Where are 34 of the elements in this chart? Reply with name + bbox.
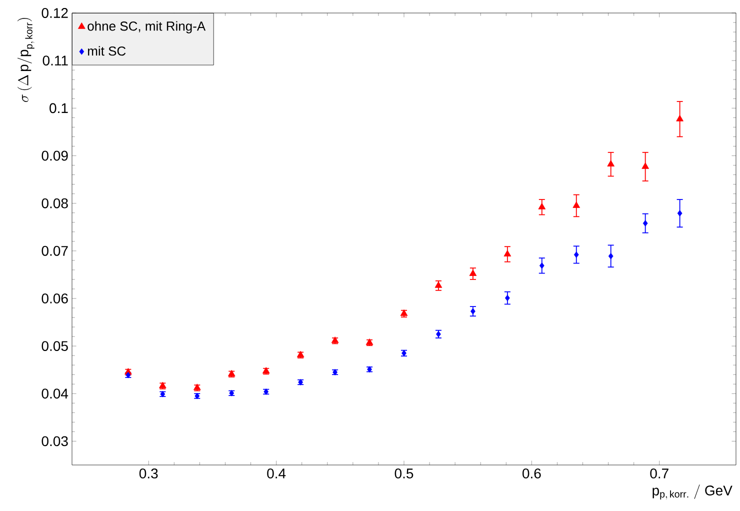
y-tick-label: 0.07: [42, 246, 68, 256]
y-axis-title: $\sigma\,(\Delta\, \mathrm{p/p}_{\mathrm{p,\,korr}})$: [17, 18, 34, 102]
y-tick-label: 0.08: [42, 198, 68, 208]
point: [677, 210, 682, 216]
y-tick-label: 0.12: [42, 8, 68, 18]
x-tick-label: 0.3: [139, 468, 158, 478]
point: [539, 262, 544, 269]
x-tick-label: 0.6: [522, 468, 541, 478]
legend-label: mit SC: [88, 46, 126, 56]
point: [642, 162, 649, 169]
x-axis-title: $\mathrm{p}_{\mathrm{p,\,korr.}}\ \mathrm{/\ GeV}$: [652, 484, 732, 500]
y-tick-label: 0.1: [50, 103, 68, 114]
y-tick-label: 0.04: [42, 388, 68, 399]
point: [469, 270, 477, 276]
y-tick-label: 0.03: [42, 436, 68, 446]
legend-label: ohne SC, mit Ring-A: [88, 21, 206, 34]
point: [642, 220, 648, 226]
x-tick-label: 0.4: [267, 468, 286, 478]
point: [434, 281, 442, 288]
x-tick-label: 0.5: [394, 468, 414, 478]
y-tick-label: 0.09: [42, 150, 68, 161]
point: [607, 160, 615, 166]
y-tick-label: 0.05: [42, 341, 68, 351]
point: [470, 308, 476, 315]
point: [608, 252, 614, 260]
point: [676, 114, 684, 122]
y-tick-label: 0.06: [42, 293, 68, 304]
point: [504, 294, 510, 302]
point: [574, 251, 579, 258]
point: [572, 201, 580, 208]
y-tick-label: 0.11: [42, 56, 68, 66]
point: [504, 250, 512, 256]
point: [538, 202, 546, 210]
x-tick-label: 0.7: [650, 468, 668, 478]
